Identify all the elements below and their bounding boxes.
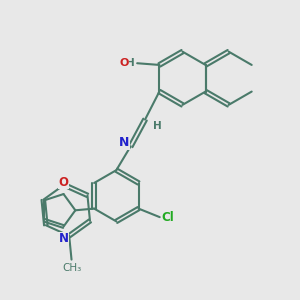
Text: H: H	[152, 121, 161, 131]
Text: N: N	[119, 136, 130, 149]
Text: O: O	[58, 176, 68, 189]
Text: CH₃: CH₃	[63, 263, 82, 273]
Text: Cl: Cl	[161, 211, 174, 224]
Text: N: N	[58, 232, 68, 245]
Text: H: H	[126, 58, 134, 68]
Text: O: O	[119, 58, 129, 68]
